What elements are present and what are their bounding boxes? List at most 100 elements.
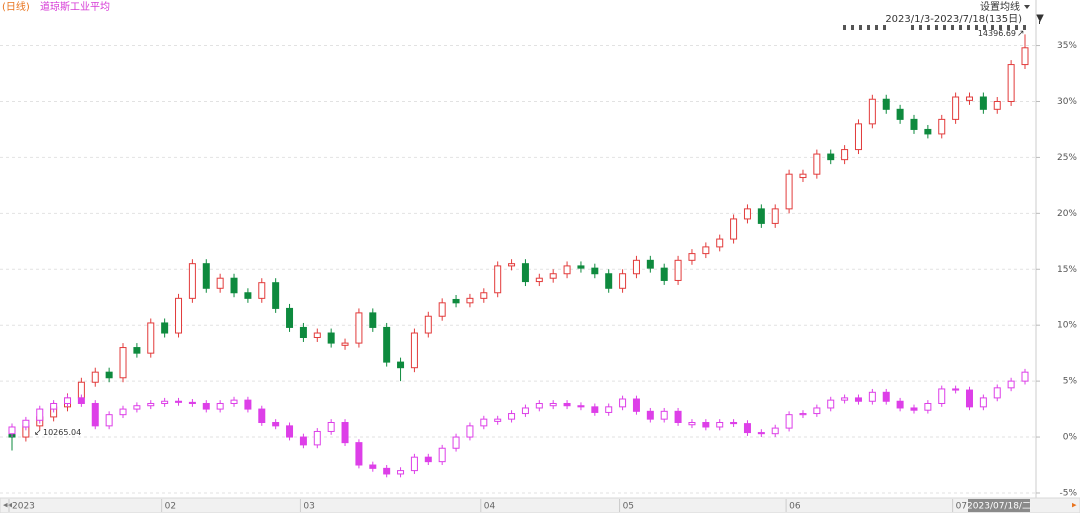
candle-body bbox=[716, 238, 724, 248]
candle-body bbox=[383, 326, 391, 363]
candle-body bbox=[813, 407, 821, 415]
candle-body bbox=[230, 399, 238, 404]
candle-body bbox=[77, 397, 85, 404]
candle-body bbox=[910, 118, 918, 130]
candle-body bbox=[480, 292, 488, 299]
candle-body bbox=[216, 402, 224, 410]
candle-body bbox=[175, 400, 183, 403]
candle-body bbox=[535, 402, 543, 409]
candle-body bbox=[397, 361, 405, 369]
candle-body bbox=[244, 399, 252, 410]
candle-body bbox=[313, 332, 321, 338]
candle-body bbox=[896, 400, 904, 409]
candle-body bbox=[50, 402, 58, 410]
settings-button[interactable]: 设置均线 bbox=[980, 0, 1020, 13]
candle-body bbox=[355, 312, 363, 344]
candle-body bbox=[341, 422, 349, 444]
candle-body bbox=[327, 422, 335, 432]
candle-body bbox=[1021, 371, 1029, 382]
candle-body bbox=[730, 218, 738, 240]
candle-body bbox=[438, 447, 446, 463]
pin-icon[interactable] bbox=[1036, 14, 1044, 24]
candle-body bbox=[799, 413, 807, 416]
candle-body bbox=[91, 371, 99, 383]
toolbar-dots bbox=[843, 25, 1026, 30]
candle-body bbox=[452, 298, 460, 304]
candle-body bbox=[730, 422, 738, 425]
candle-body bbox=[688, 422, 696, 426]
candle-body bbox=[591, 267, 599, 275]
candle-body bbox=[702, 246, 710, 255]
candle-body bbox=[716, 422, 724, 428]
candle-body bbox=[272, 422, 280, 427]
candle-body bbox=[660, 410, 668, 420]
y-tick-label: 10% bbox=[1057, 321, 1077, 331]
candle-body bbox=[369, 312, 377, 328]
candle-body bbox=[1007, 380, 1015, 389]
candle-body bbox=[410, 456, 418, 472]
scroll-left[interactable]: ◂◂ bbox=[3, 501, 13, 511]
x-tick-label: 02 bbox=[165, 502, 176, 512]
candle-body bbox=[646, 259, 654, 269]
candle-body bbox=[771, 208, 779, 224]
scroll-right[interactable]: ▸ bbox=[1072, 501, 1077, 511]
candle-body bbox=[577, 265, 585, 269]
candle-body bbox=[674, 259, 682, 281]
candle-body bbox=[494, 418, 502, 422]
candle-body bbox=[147, 322, 155, 354]
candle-body bbox=[424, 315, 432, 334]
candle-body bbox=[619, 273, 627, 289]
candle-body bbox=[1007, 64, 1015, 102]
candle-body bbox=[188, 263, 196, 299]
candle-body bbox=[993, 387, 1001, 399]
candle-body bbox=[438, 302, 446, 317]
dropdown-arrow[interactable] bbox=[1024, 5, 1030, 9]
candle-body bbox=[702, 422, 710, 428]
candle-body bbox=[1021, 47, 1029, 66]
candle-body bbox=[258, 282, 266, 299]
y-tick-label: 0% bbox=[1063, 433, 1078, 443]
candle-body bbox=[605, 406, 613, 413]
candle-body bbox=[993, 100, 1001, 110]
candle-body bbox=[119, 408, 127, 416]
candle-body bbox=[424, 456, 432, 463]
candle-body bbox=[272, 282, 280, 309]
candle-body bbox=[938, 118, 946, 135]
candle-body bbox=[202, 402, 210, 410]
candle-body bbox=[549, 273, 557, 279]
candle-body bbox=[91, 402, 99, 427]
candle-body bbox=[743, 208, 751, 220]
candle-body bbox=[757, 208, 765, 224]
candle-body bbox=[466, 297, 474, 304]
low-label: 10265.04 bbox=[43, 428, 81, 437]
candle-body bbox=[230, 277, 238, 294]
candle-body bbox=[133, 347, 141, 354]
candle-body bbox=[161, 400, 169, 404]
candle-body bbox=[202, 263, 210, 289]
candle-body bbox=[397, 470, 405, 475]
candle-body bbox=[952, 96, 960, 120]
date-range: 2023/1/3-2023/7/18(135日) bbox=[885, 14, 1022, 25]
y-tick-label: 30% bbox=[1057, 97, 1077, 107]
x-tick-label: 07 bbox=[956, 502, 967, 512]
x-tick-label: 2023/07/18/二 bbox=[967, 502, 1031, 512]
candle-body bbox=[882, 391, 890, 402]
candle-body bbox=[771, 427, 779, 435]
candle-body bbox=[8, 426, 16, 435]
candle-body bbox=[147, 402, 155, 407]
candle-body bbox=[632, 259, 640, 275]
candle-body bbox=[785, 173, 793, 210]
candle-body bbox=[979, 397, 987, 408]
candle-body bbox=[327, 332, 335, 344]
candle-body bbox=[480, 418, 488, 427]
x-tick-label: 06 bbox=[789, 502, 801, 512]
candle-body bbox=[619, 398, 627, 408]
candle-body bbox=[924, 128, 932, 135]
candle-body bbox=[105, 414, 113, 427]
candle-body bbox=[258, 408, 266, 424]
cursor-date-box bbox=[968, 499, 1030, 512]
candle-body bbox=[508, 413, 516, 420]
candle-body bbox=[119, 347, 127, 379]
candle-body bbox=[965, 389, 973, 408]
